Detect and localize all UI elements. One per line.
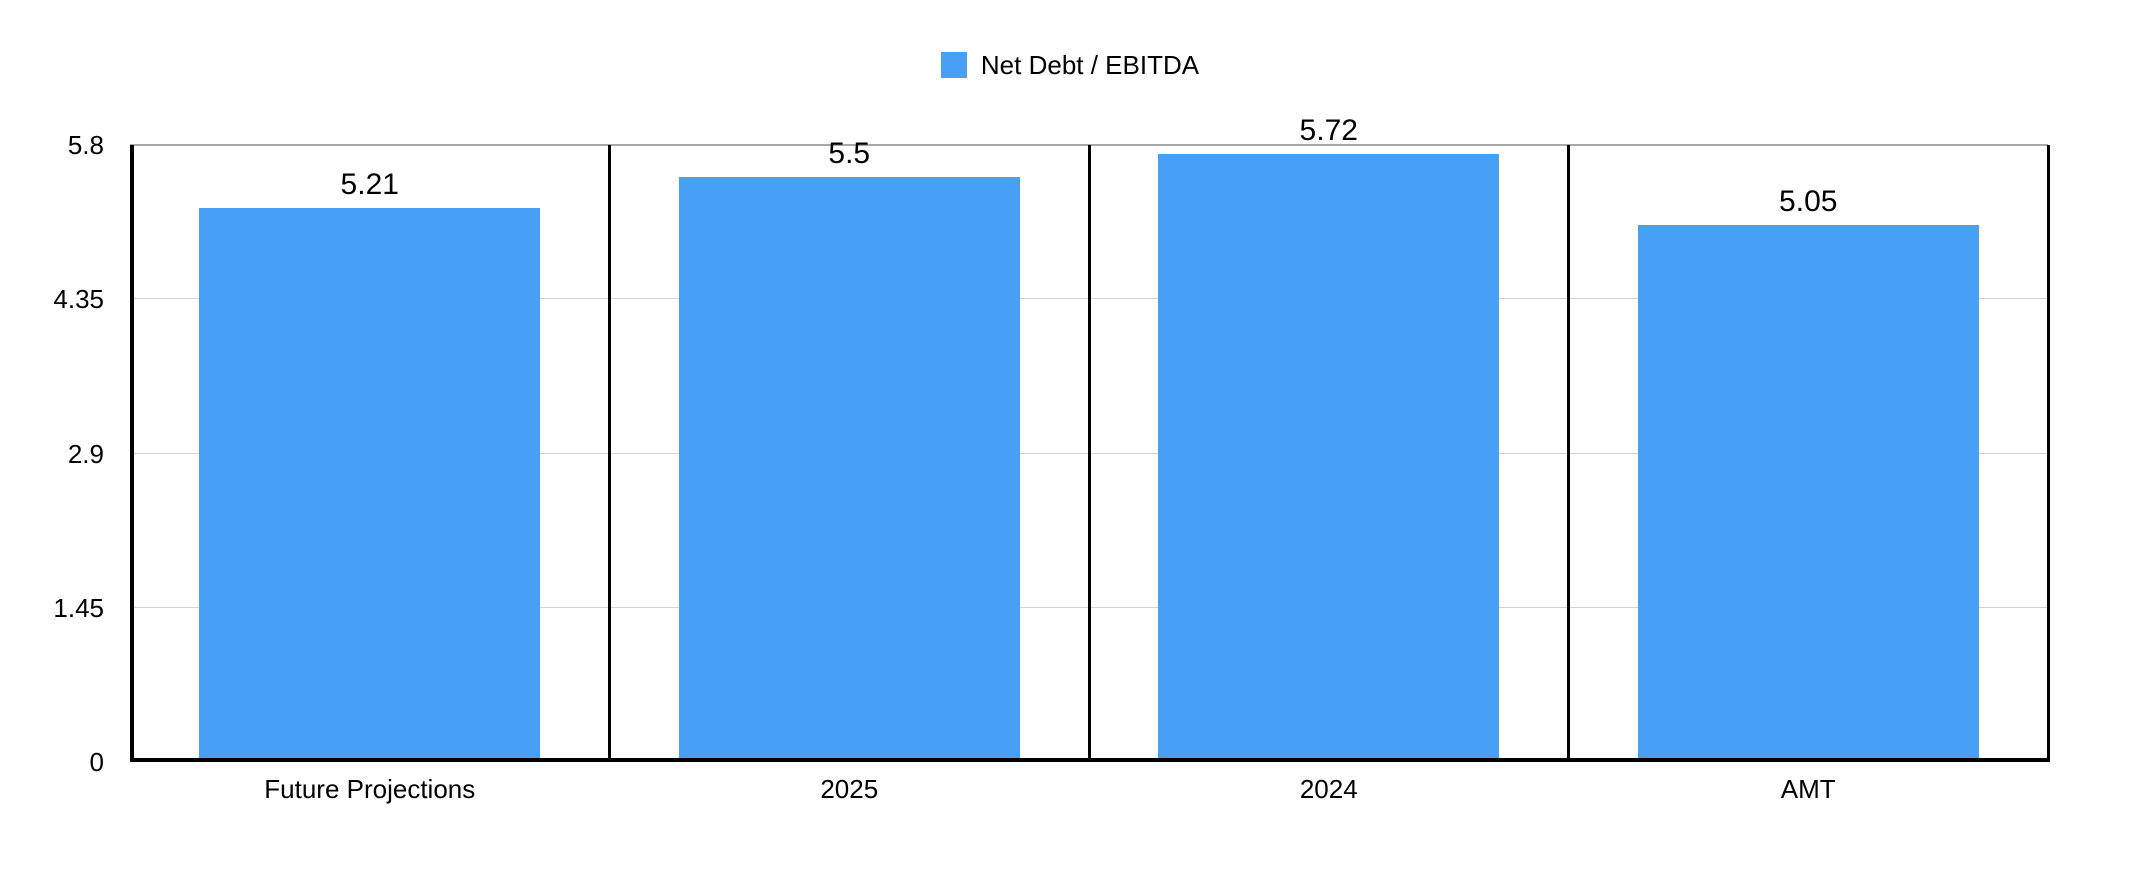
x-tick-label-future-projections: Future Projections	[264, 774, 476, 804]
bar-amt	[1637, 224, 1979, 762]
legend-swatch-icon	[940, 52, 967, 78]
bar-value-label: 5.72	[1299, 113, 1358, 147]
y-tick-label: 0	[89, 747, 104, 777]
category-separator-1	[608, 145, 611, 762]
bar-value-label: 5.05	[1779, 184, 1838, 218]
x-tick-label-2024: 2024	[1299, 774, 1358, 804]
bar-2024	[1158, 153, 1500, 762]
y-axis-line	[130, 145, 134, 762]
bar-value-label: 5.21	[340, 167, 399, 201]
y-tick-label: 2.9	[67, 438, 104, 469]
category-separator-2	[1087, 145, 1091, 762]
x-tick-label-2025: 2025	[820, 774, 879, 804]
y-tick-label: 1.45	[53, 592, 104, 623]
x-axis-line	[130, 758, 2048, 762]
y-tick-label: 5.8	[67, 130, 104, 160]
bar-2025	[678, 176, 1020, 762]
plot-right-border	[2046, 145, 2050, 762]
legend: Net Debt / EBITDA	[0, 52, 2140, 78]
bar-value-label: 5.5	[828, 136, 871, 170]
plot-area: 5.21 5.5 5.72 5.05	[130, 115, 2050, 762]
y-tick-label: 4.35	[53, 284, 104, 315]
x-tick-label-amt: AMT	[1780, 774, 1836, 804]
bar-future-projections	[199, 207, 541, 762]
y-axis-labels: 0 1.45 2.9 4.35 5.8	[0, 0, 104, 876]
legend-label: Net Debt / EBITDA	[980, 50, 1200, 80]
category-separator-3	[1567, 145, 1570, 762]
